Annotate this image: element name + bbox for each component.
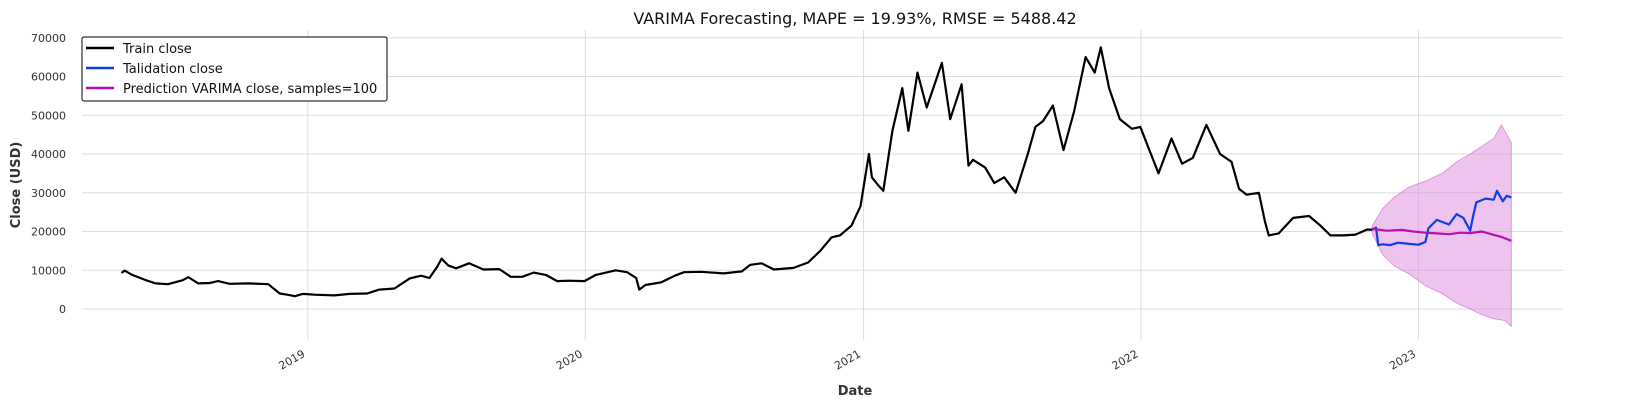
legend: Train close Talidation close Prediction VA…: [81, 36, 388, 102]
y-tick-label: 50000: [31, 109, 66, 122]
x-tick-label: 2019: [277, 347, 308, 372]
y-tick-label: 10000: [31, 264, 66, 277]
x-tick-label: 2021: [832, 347, 863, 372]
y-tick-label: 30000: [31, 187, 66, 200]
chart-title: VARIMA Forecasting, MAPE = 19.93%, RMSE …: [633, 9, 1076, 28]
y-axis-label: Close (USD): [9, 142, 24, 229]
confidence-band-layer: [1371, 124, 1512, 328]
y-tick-label: 60000: [31, 71, 66, 84]
y-tick-label: 0: [59, 303, 66, 316]
y-tick-label: 20000: [31, 226, 66, 239]
legend-box: [81, 36, 388, 102]
x-tick-label: 2020: [554, 347, 585, 372]
y-tick-label: 40000: [31, 148, 66, 161]
legend-item-prediction-label: Prediction VARIMA close, samples=100: [123, 82, 377, 97]
x-tick-label: 2023: [1387, 347, 1418, 372]
y-axis: 0 10000 20000 30000 40000 50000 60000 70000: [31, 32, 66, 316]
x-tick-label: 2022: [1110, 347, 1141, 372]
confidence-band: [1371, 124, 1512, 328]
y-tick-label: 70000: [31, 32, 66, 45]
validation-close-line: [1371, 189, 1512, 247]
series-lines: [120, 46, 1512, 298]
x-axis-label: Date: [838, 384, 873, 399]
x-axis: 2019 2020 2021 2022 2023: [277, 347, 1418, 372]
prediction-close-line: [1372, 227, 1512, 242]
legend-item-train-label: Train close: [122, 42, 192, 57]
train-close-line: [120, 46, 1373, 298]
legend-item-validation-label: Talidation close: [122, 62, 223, 77]
